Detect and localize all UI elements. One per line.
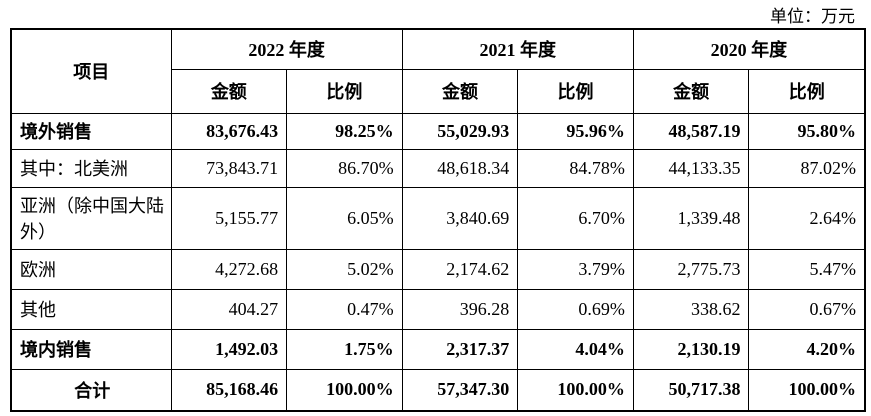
cell: 0.69%	[517, 288, 634, 330]
cell: 4.04%	[517, 328, 634, 370]
unit-label: 单位：万元	[770, 7, 855, 26]
table-row: 境外销售 83,676.43 98.25% 55,029.93 95.96% 48,587…	[10, 112, 866, 150]
table-row: 欧洲 4,272.68 5.02% 2,174.62 3.79% 2,775.73 5.47…	[10, 248, 866, 290]
row-label: 境内销售	[10, 328, 172, 370]
year-header: 2022 年度	[170, 28, 403, 70]
sales-table: 项目 2022 年度 2021 年度 2020 年度 金额 比例 金额 比例 金额 比例 …	[10, 28, 866, 412]
sub-header: 金额	[401, 68, 519, 114]
cell: 85,168.46	[170, 368, 288, 412]
row-label: 亚洲（除中国大陆外）	[10, 186, 172, 250]
cell: 86.70%	[286, 148, 403, 188]
row-label: 境外销售	[10, 112, 172, 150]
table-row: 其他 404.27 0.47% 396.28 0.69% 338.62 0.67%	[10, 288, 866, 330]
table-row: 亚洲（除中国大陆外） 5,155.77 6.05% 3,840.69 6.70% 1,33…	[10, 186, 866, 250]
cell: 100.00%	[286, 368, 403, 412]
table-row: 境内销售 1,492.03 1.75% 2,317.37 4.04% 2,130.19 4.…	[10, 328, 866, 370]
cell: 5.47%	[748, 248, 866, 290]
cell: 44,133.35	[632, 148, 750, 188]
cell: 73,843.71	[170, 148, 288, 188]
cell: 95.80%	[748, 112, 866, 150]
sub-header: 比例	[286, 68, 403, 114]
cell: 1,339.48	[632, 186, 750, 250]
cell: 2,317.37	[401, 328, 519, 370]
cell: 57,347.30	[401, 368, 519, 412]
table-row: 合计 85,168.46 100.00% 57,347.30 100.00% 50,717…	[10, 368, 866, 412]
row-label: 其他	[10, 288, 172, 330]
cell: 1,492.03	[170, 328, 288, 370]
cell: 55,029.93	[401, 112, 519, 150]
sub-header-row: 金额 比例 金额 比例 金额 比例	[11, 68, 866, 114]
table-row: 其中：北美洲 73,843.71 86.70% 48,618.34 84.78% 44,1…	[10, 148, 866, 188]
cell: 6.05%	[286, 186, 403, 250]
year-header-row: 项目 2022 年度 2021 年度 2020 年度	[10, 28, 866, 114]
cell: 48,618.34	[401, 148, 519, 188]
cell: 95.96%	[517, 112, 634, 150]
cell: 6.70%	[517, 186, 634, 250]
row-label: 合计	[10, 368, 172, 412]
sub-header: 金额	[632, 68, 750, 114]
year-header: 2020 年度	[632, 28, 866, 70]
cell: 338.62	[632, 288, 750, 330]
cell: 4.20%	[748, 328, 866, 370]
item-header: 项目	[10, 28, 172, 114]
cell: 0.47%	[286, 288, 403, 330]
cell: 396.28	[401, 288, 519, 330]
cell: 83,676.43	[170, 112, 288, 150]
cell: 0.67%	[748, 288, 866, 330]
cell: 2,174.62	[401, 248, 519, 290]
cell: 2.64%	[748, 186, 866, 250]
cell: 50,717.38	[632, 368, 750, 412]
cell: 3.79%	[517, 248, 634, 290]
cell: 48,587.19	[632, 112, 750, 150]
cell: 404.27	[170, 288, 288, 330]
cell: 87.02%	[748, 148, 866, 188]
cell: 5,155.77	[170, 186, 288, 250]
cell: 98.25%	[286, 112, 403, 150]
cell: 100.00%	[517, 368, 634, 412]
sub-header: 金额	[170, 68, 288, 114]
cell: 100.00%	[748, 368, 866, 412]
row-label: 欧洲	[10, 248, 172, 290]
cell: 5.02%	[286, 248, 403, 290]
cell: 3,840.69	[401, 186, 519, 250]
row-label: 其中：北美洲	[10, 148, 172, 188]
year-header: 2021 年度	[401, 28, 634, 70]
cell: 4,272.68	[170, 248, 288, 290]
cell: 2,130.19	[632, 328, 750, 370]
cell: 2,775.73	[632, 248, 750, 290]
sub-header: 比例	[517, 68, 634, 114]
cell: 1.75%	[286, 328, 403, 370]
sub-header: 比例	[748, 68, 866, 114]
cell: 84.78%	[517, 148, 634, 188]
